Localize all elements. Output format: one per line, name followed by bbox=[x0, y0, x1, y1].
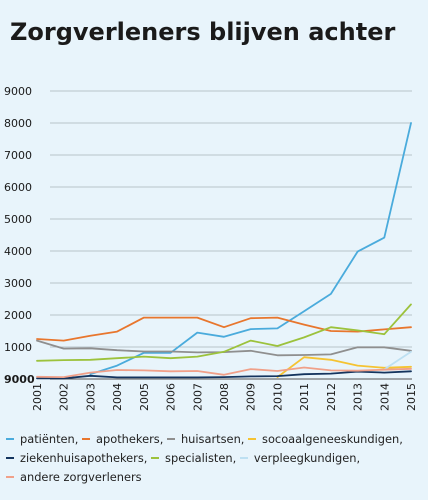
x-tick-label: 2012 bbox=[325, 383, 338, 411]
y-tick-label: 8000 bbox=[4, 117, 32, 130]
y-tick-label: 2000 bbox=[4, 309, 32, 322]
x-tick-label: 2015 bbox=[405, 383, 418, 411]
legend-item: ziekenhuisapothekers, bbox=[6, 451, 147, 465]
series-line bbox=[36, 370, 412, 380]
chart-title: Zorgverleners blijven achter bbox=[10, 18, 396, 46]
y-tick-label: 5000 bbox=[4, 213, 32, 226]
line-chart: 1000 2000 3000 4000 5000 6000 7000 8000 9000 9000… bbox=[4, 85, 418, 411]
legend: patiënten, apothekers, huisartsen, socoa… bbox=[6, 430, 426, 487]
x-tick-label: 2005 bbox=[138, 383, 151, 411]
series-lines bbox=[36, 122, 412, 380]
legend-swatch bbox=[6, 475, 14, 478]
x-tick-label: 2004 bbox=[111, 383, 124, 411]
y-tick-label: 7000 bbox=[4, 149, 32, 162]
legend-item: socoaalgeneeskundigen, bbox=[248, 432, 403, 446]
legend-label: specialisten, bbox=[165, 451, 237, 465]
legend-label: huisartsen, bbox=[180, 432, 245, 446]
series-line bbox=[383, 350, 412, 371]
x-tick-label: 2006 bbox=[165, 383, 178, 411]
legend-item: specialisten, bbox=[151, 451, 236, 465]
y-axis-ticks: 1000 2000 3000 4000 5000 6000 7000 8000 9000 9000 bbox=[4, 85, 35, 386]
legend-label: ziekenhuisapothekers, bbox=[20, 451, 148, 465]
legend-label: apothekers, bbox=[96, 432, 164, 446]
x-tick-label: 2008 bbox=[218, 383, 231, 411]
x-tick-label: 2009 bbox=[245, 383, 258, 411]
x-tick-label: 2007 bbox=[191, 383, 204, 411]
y-tick-label: 4000 bbox=[4, 245, 32, 258]
series-line bbox=[36, 303, 412, 362]
series-line bbox=[276, 356, 412, 378]
x-tick-label: 2002 bbox=[58, 383, 71, 411]
legend-item: verpleegkundigen, bbox=[239, 451, 361, 465]
legend-item: huisartsen, bbox=[166, 432, 245, 446]
legend-swatch bbox=[248, 437, 257, 440]
series-line bbox=[36, 316, 412, 342]
legend-swatch bbox=[239, 456, 248, 459]
x-tick-label: 2014 bbox=[378, 383, 391, 411]
series-line bbox=[89, 122, 412, 376]
x-tick-label: 2010 bbox=[271, 383, 284, 411]
legend-label: verpleegkundigen, bbox=[253, 451, 361, 465]
gridlines bbox=[50, 90, 412, 380]
y-base-label: 9000 bbox=[4, 373, 35, 386]
y-tick-label: 6000 bbox=[4, 181, 32, 194]
legend-label: socoaalgeneeskundigen, bbox=[262, 432, 403, 446]
legend-swatch bbox=[6, 437, 14, 440]
y-tick-label: 1000 bbox=[4, 341, 32, 354]
y-tick-label: 9000 bbox=[4, 85, 32, 98]
legend-item: apothekers, bbox=[82, 432, 163, 446]
x-tick-label: 2003 bbox=[84, 383, 97, 411]
x-axis-ticks: 2001 2002 2003 2004 2005 2006 2007 2008 2009 2010… bbox=[31, 383, 418, 411]
legend-label: patiënten, bbox=[20, 432, 79, 446]
series-line bbox=[36, 366, 412, 378]
y-tick-label: 3000 bbox=[4, 277, 32, 290]
x-tick-label: 2001 bbox=[31, 383, 44, 411]
series-line bbox=[36, 339, 412, 357]
legend-item: andere zorgverleners bbox=[6, 470, 142, 484]
legend-swatch bbox=[6, 456, 14, 459]
legend-swatch bbox=[166, 437, 175, 440]
legend-label: andere zorgverleners bbox=[20, 470, 142, 484]
x-tick-label: 2013 bbox=[352, 383, 365, 411]
legend-swatch bbox=[82, 437, 91, 440]
legend-swatch bbox=[151, 456, 160, 459]
x-tick-label: 2011 bbox=[298, 383, 311, 411]
legend-item: patiënten, bbox=[6, 432, 78, 446]
